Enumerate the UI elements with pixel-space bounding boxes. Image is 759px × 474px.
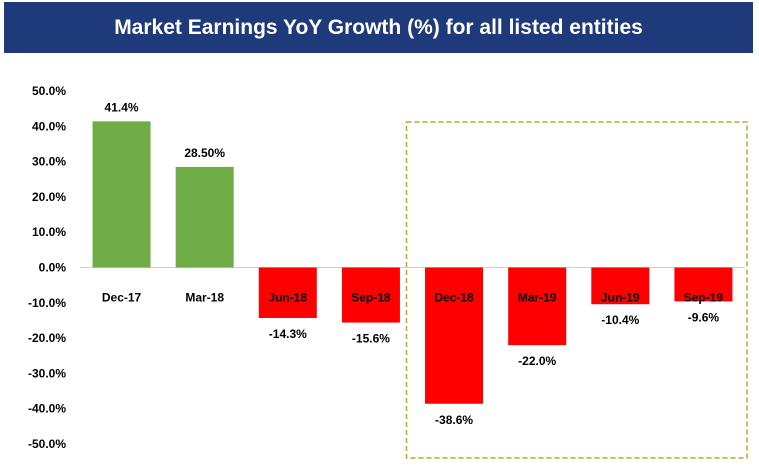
data-label: -14.3% xyxy=(269,327,307,341)
y-tick-label: 10.0% xyxy=(32,225,66,239)
bar-sep-18 xyxy=(341,267,400,323)
y-tick-label: -40.0% xyxy=(28,402,66,416)
data-label: -10.4% xyxy=(601,313,639,327)
category-label: Mar-19 xyxy=(518,291,557,305)
bar-mar-18 xyxy=(175,166,234,268)
category-label: Jun-18 xyxy=(268,291,307,305)
chart-title-bar: Market Earnings YoY Growth (%) for all l… xyxy=(4,2,753,53)
data-label: -22.0% xyxy=(518,354,556,368)
category-label: Dec-18 xyxy=(434,291,474,305)
bar-mar-19 xyxy=(508,267,567,346)
category-label: Sep-19 xyxy=(684,291,724,305)
category-label: Mar-18 xyxy=(185,291,224,305)
data-label: -9.6% xyxy=(688,310,720,324)
bar-dec-18 xyxy=(425,267,484,404)
bar-sep-19 xyxy=(674,267,733,302)
bar-jun-18 xyxy=(258,267,317,318)
y-tick-label: 50.0% xyxy=(32,84,66,98)
data-label: -15.6% xyxy=(352,332,390,346)
category-label: Dec-17 xyxy=(102,291,142,305)
bar-dec-17 xyxy=(92,121,151,268)
data-label: 28.50% xyxy=(184,146,225,160)
y-tick-label: 20.0% xyxy=(32,190,66,204)
y-tick-label: -30.0% xyxy=(28,366,66,380)
chart-title: Market Earnings YoY Growth (%) for all l… xyxy=(114,15,643,39)
category-label: Jun-19 xyxy=(601,291,640,305)
y-tick-label: 30.0% xyxy=(32,155,66,169)
y-tick-label: -50.0% xyxy=(28,437,66,451)
data-label: -38.6% xyxy=(435,413,473,427)
data-label: 41.4% xyxy=(105,100,139,114)
y-tick-label: 40.0% xyxy=(32,119,66,133)
category-label: Sep-18 xyxy=(351,291,391,305)
y-tick-label: -10.0% xyxy=(28,296,66,310)
highlight-box xyxy=(405,121,748,459)
bar-jun-19 xyxy=(591,267,650,305)
y-tick-label: 0.0% xyxy=(39,261,67,275)
y-tick-label: -20.0% xyxy=(28,331,66,345)
